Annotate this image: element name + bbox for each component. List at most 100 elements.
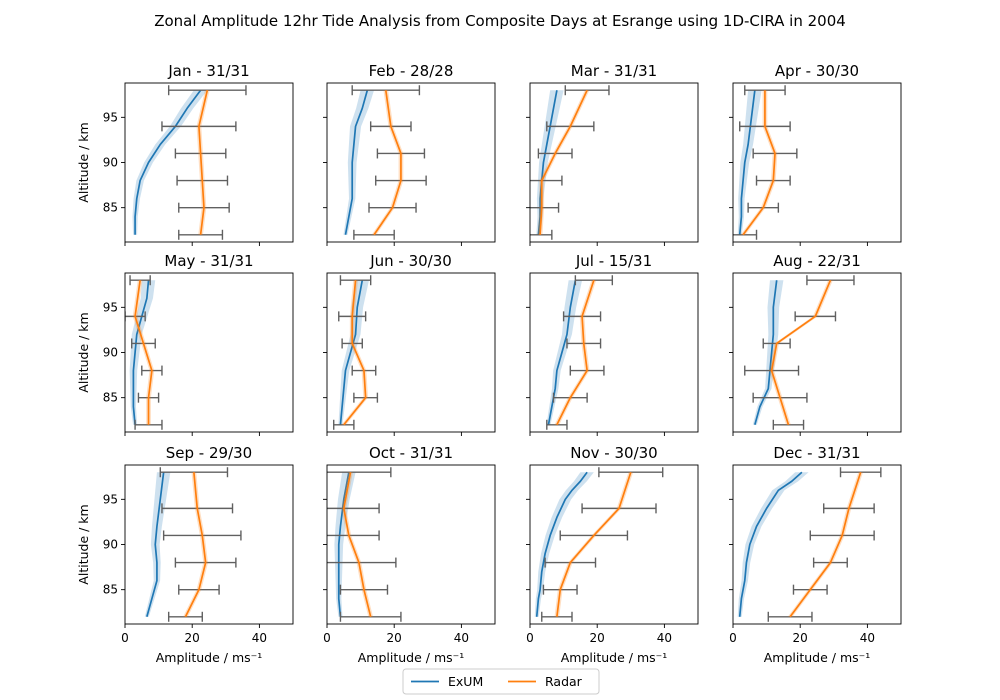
radar-line [134,280,153,425]
exum-band [536,90,564,235]
x-tick-label: 20 [185,631,200,645]
exum-line [738,471,803,617]
radar-band [769,280,833,425]
exum-line [547,280,577,425]
x-axis-label: Amplitude / ms⁻¹ [358,650,465,665]
radar-line [343,280,367,426]
radar-line [556,279,595,426]
exum-band [737,472,809,617]
x-tick-label: 40 [252,631,267,645]
x-tick-label: 20 [793,631,808,645]
x-axis-label: Amplitude / ms⁻¹ [156,650,263,665]
plot-frame [529,272,699,433]
subplot-title: Jun - 30/30 [369,252,452,270]
plot-area [125,275,163,430]
plot-area [333,275,379,430]
radar-band [371,90,404,235]
radar-errorbar [327,467,392,478]
subplot-9: Sep - 29/30 85 90 95 0 20 40 Altitude / km Ampli… [76,444,294,665]
radar-band [787,472,864,617]
subplot-title: May - 31/31 [164,252,253,270]
subplot-title: Dec - 31/31 [773,444,860,462]
subplot-title: Feb - 28/28 [369,62,454,80]
subplot-12: Dec - 31/31 0 20 40 Amplitude / ms⁻¹ [729,444,902,665]
subplot-title: Mar - 31/31 [571,62,657,80]
plot-area [530,85,610,240]
subplot-title: Jan - 31/31 [167,62,249,80]
x-tick-label: 40 [657,631,672,645]
subplot-11: Nov - 30/30 0 20 40 Amplitude / ms⁻¹ [526,444,699,665]
subplot-6: Jun - 30/30 [323,252,496,436]
plot-area [132,85,247,240]
x-axis-label: Amplitude / ms⁻¹ [764,650,871,665]
subplot-title: Aug - 22/31 [773,252,860,270]
x-axis-label: Amplitude / ms⁻¹ [561,650,668,665]
exum-line [134,89,202,235]
radar-line [556,471,632,617]
x-tick-label: 0 [121,631,129,645]
subplot-title: Oct - 31/31 [369,444,453,462]
x-tick-label: 40 [454,631,469,645]
x-tick-label: 0 [526,631,534,645]
subplot-2: Feb - 28/28 [323,62,496,246]
radar-line [373,90,402,236]
plot-frame [124,272,294,433]
y-tick-label: 90 [103,538,118,552]
plot-frame [529,82,699,243]
plot-frame [124,464,294,625]
radar-line [789,471,862,618]
subplot-title: Nov - 30/30 [570,444,657,462]
subplot-3: Mar - 31/31 [526,62,699,246]
y-axis-label: Altitude / km [76,122,91,202]
plot-frame [529,464,699,625]
plot-frame [124,82,294,243]
x-tick-label: 40 [860,631,875,645]
plot-frame [732,464,902,625]
exum-line [344,89,369,235]
legend-frame [402,668,600,695]
subplot-grid: Jan - 31/31 85 90 95 Altitude / km Feb - 28/2… [76,62,902,665]
subplot-8: Aug - 22/31 [729,252,902,436]
subplot-1: Jan - 31/31 85 90 95 Altitude / km [76,62,294,246]
exum-line [132,280,150,425]
exum-line [535,471,588,617]
exum-line [337,472,350,617]
radar-line [342,472,372,617]
y-tick-label: 90 [103,346,118,360]
legend: ExUM Radar [402,668,600,695]
y-axis-label: Altitude / km [76,504,91,584]
exum-band [752,280,784,425]
radar-line [184,472,207,618]
subplot-7: Jul - 15/31 [526,252,699,436]
exum-band [132,90,208,235]
exum-line [339,280,364,425]
x-tick-label: 20 [590,631,605,645]
exum-band [343,90,375,235]
radar-line [770,279,832,426]
y-tick-label: 85 [103,201,118,215]
exum-band [129,280,156,425]
subplot-10: Oct - 31/31 0 20 40 Amplitude / ms⁻¹ [323,444,496,665]
exum-line [537,90,558,235]
plot-area [546,275,614,430]
x-tick-label: 0 [323,631,331,645]
plot-area [327,467,402,622]
legend-label: ExUM [448,674,483,689]
plot-area [733,85,798,240]
radar-line [539,89,588,235]
exum-line [146,472,165,618]
radar-band [341,280,368,425]
subplot-title: Jul - 15/31 [575,252,652,270]
y-tick-label: 90 [103,156,118,170]
radar-band [196,90,210,235]
y-tick-label: 95 [103,300,118,314]
radar-line [742,90,776,236]
radar-band [740,90,778,235]
legend-label: Radar [545,674,583,689]
plot-area [534,467,664,622]
figure-title: Zonal Amplitude 12hr Tide Analysis from … [154,12,846,30]
plot-frame [326,464,496,625]
subplot-title: Sep - 29/30 [166,444,252,462]
subplot-5: May - 31/31 85 90 95 Altitude / km [76,252,294,436]
